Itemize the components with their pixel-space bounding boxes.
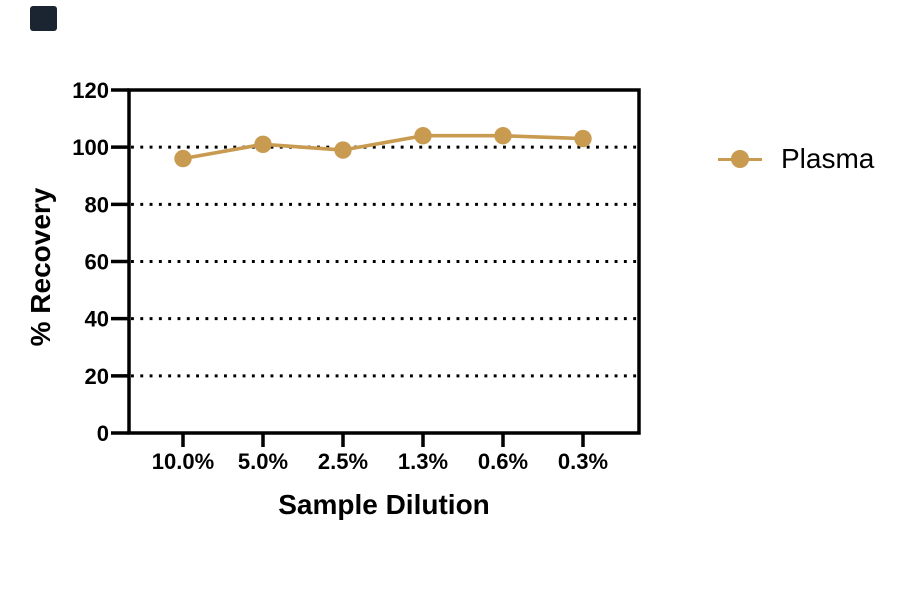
x-tick-label-3: 1.3% [398,449,448,474]
data-point-Plasma-5 [574,129,592,148]
x-tick-label-2: 2.5% [318,449,368,474]
data-point-Plasma-2 [334,141,352,159]
data-point-Plasma-0 [174,149,192,168]
y-axis-title: % Recovery [25,187,56,347]
legend-marker-icon [718,144,762,174]
legend-circle-swatch [731,150,749,168]
legend: Plasma [718,143,875,174]
x-tick-label-1: 5.0% [238,449,288,474]
x-axis-title: Sample Dilution [278,489,490,520]
x-tick-label-4: 0.6% [478,449,528,474]
legend-label: Plasma [781,143,875,174]
y-tick-label-0: 0 [97,421,109,446]
y-tick-label-40: 40 [85,307,109,332]
series-line-Plasma [182,133,584,161]
y-tick-label-60: 60 [85,250,109,275]
data-point-Plasma-3 [414,127,432,145]
y-tick-label-20: 20 [85,364,109,389]
y-tick-label-120: 120 [72,78,109,103]
x-tick-label-0: 10.0% [152,449,214,474]
x-tick-label-5: 0.3% [558,449,608,474]
y-tick-label-100: 100 [72,135,109,160]
data-point-Plasma-1 [254,135,272,154]
corner-mark [30,6,57,31]
data-point-Plasma-4 [494,127,512,145]
y-tick-label-80: 80 [85,192,109,217]
